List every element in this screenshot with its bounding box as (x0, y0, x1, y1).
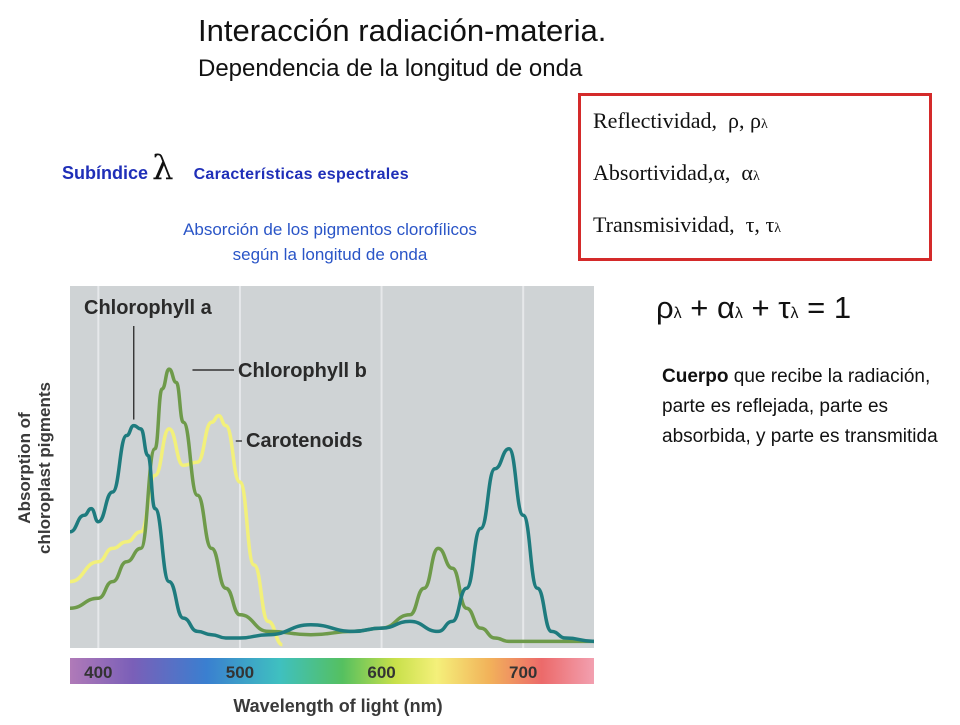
legend-chlorophyll-b: Chlorophyll b (238, 360, 367, 382)
x-tick-labels: 400 500 600 700 (84, 663, 537, 682)
y-axis-label-line-2: chloroplast pigments (35, 382, 54, 554)
eq-plus: + (751, 290, 770, 325)
x-tick-label-400: 400 (84, 663, 112, 682)
absorption-chart: Chlorophyll a Chlorophyll b Carotenoids … (0, 280, 600, 720)
eq-rho: ρ (656, 290, 674, 325)
desc-bold-word: Cuerpo (662, 366, 729, 387)
eq-tau: τ (778, 290, 791, 325)
definition-symbol: τ, (745, 212, 760, 237)
legend-leaders (133, 326, 242, 442)
visible-spectrum-bar (70, 658, 594, 684)
definition-symbol-2: ρ (750, 108, 761, 133)
caption-line-2: según la longitud de onda (232, 245, 428, 264)
absorption-chart-svg: Chlorophyll a Chlorophyll b Carotenoids … (15, 286, 595, 716)
definition-symbol-2: τ (765, 212, 775, 237)
definition-subscript: λ (774, 221, 782, 236)
legend-labels: Chlorophyll a Chlorophyll b Carotenoids (84, 297, 367, 452)
definition-name: Transmisividad, (593, 212, 735, 237)
series-line-chlorophyll-b (69, 367, 594, 644)
x-tick-label-600: 600 (367, 663, 395, 682)
series-line-chlorophyll-a (69, 423, 595, 644)
eq-sub: λ (734, 305, 743, 322)
spectral-characteristics-label: Características espectrales (193, 166, 409, 183)
eq-sub: λ (673, 305, 682, 322)
eq-alpha: α (717, 290, 735, 325)
definition-name: Reflectividad, (593, 108, 718, 133)
x-tick-label-700: 700 (509, 663, 537, 682)
body-description: Cuerpo que recibe la radiación, parte es… (662, 362, 942, 452)
eq-sub: λ (790, 305, 799, 322)
definition-name: Absortividad, (593, 160, 714, 185)
plot-background (70, 286, 594, 648)
y-axis-label-line-1: Absorption of (15, 412, 34, 524)
x-tick-label-500: 500 (226, 663, 254, 682)
lambda-symbol: λ (152, 148, 174, 188)
definition-subscript: λ (752, 169, 760, 184)
legend-chlorophyll-a: Chlorophyll a (84, 297, 213, 319)
y-axis-label: Absorption of chloroplast pigments (15, 382, 54, 554)
eq-equals: = 1 (807, 290, 852, 325)
caption-line-1: Absorción de los pigmentos clorofílicos (183, 220, 477, 239)
chart-caption: Absorción de los pigmentos clorofílicos … (100, 217, 560, 267)
page-title: Interacción radiación-materia. (198, 13, 607, 48)
definition-subscript: λ (760, 117, 768, 132)
definition-symbol: ρ, (728, 108, 745, 133)
eq-plus: + (690, 290, 709, 325)
desc-text: que recibe la radiación, parte es reflej… (662, 366, 938, 447)
x-axis-label: Wavelength of light (nm) (233, 696, 442, 716)
page-subtitle: Dependencia de la longitud de onda (198, 55, 583, 82)
subindex-heading: Subíndice λ Características espectrales (62, 148, 409, 188)
subindex-word: Subíndice (62, 163, 149, 183)
definition-symbol-2: α (741, 160, 753, 185)
gridlines (97, 286, 525, 648)
legend-carotenoids: Carotenoids (246, 430, 363, 452)
definition-symbol: α, (713, 160, 731, 185)
series-layer (69, 367, 595, 647)
